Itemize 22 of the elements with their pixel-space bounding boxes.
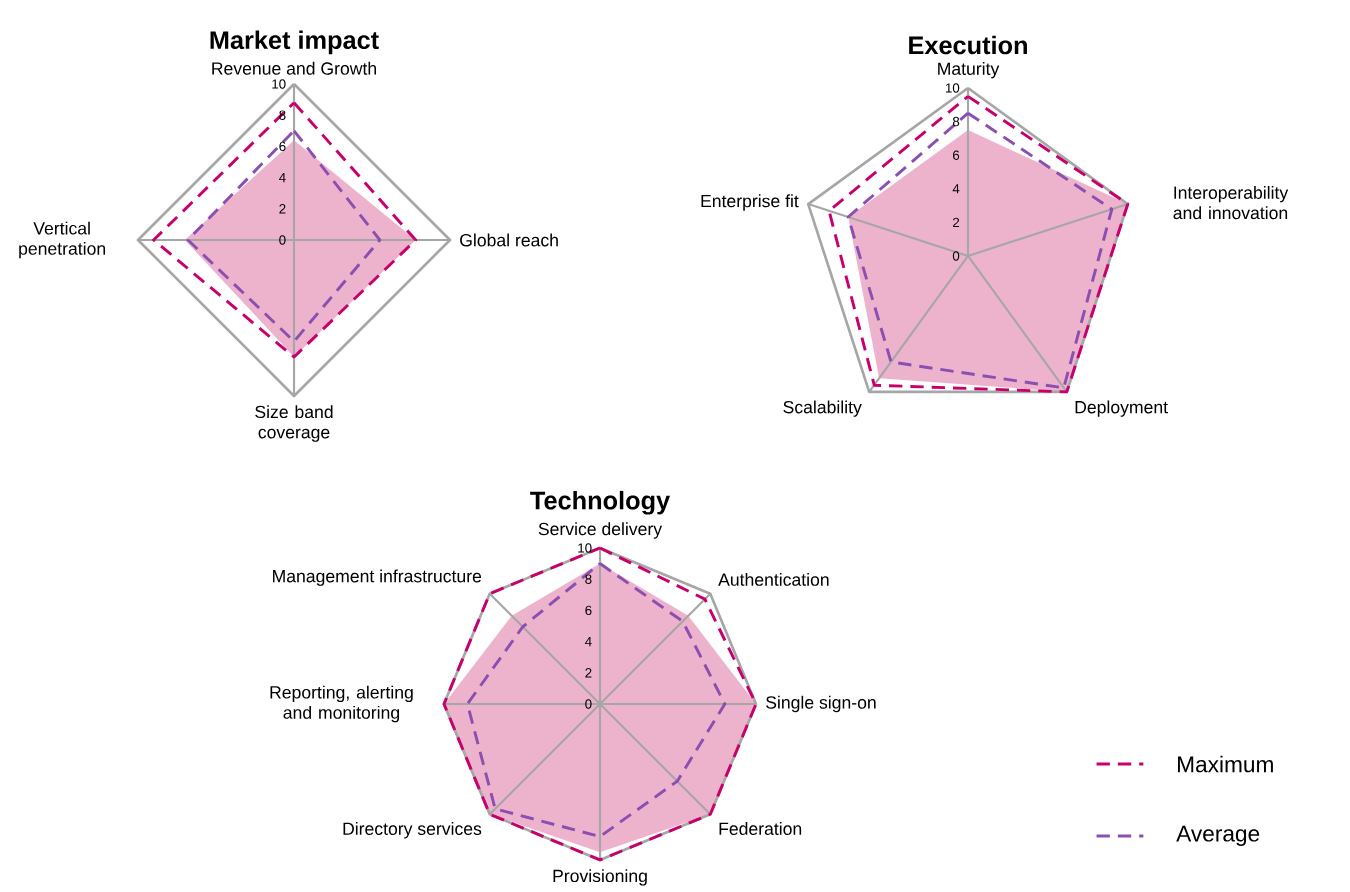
spoke-label: Scalability [783,400,862,417]
spoke-label: Management infrastructure [273,569,482,586]
spoke-label: Single sign-on [766,695,876,713]
spoke-label: Provisioning [553,869,647,886]
spoke-label: Directory services [343,822,482,839]
spoke-label: Federation [719,822,802,835]
spoke-label: Deployment [1075,400,1168,417]
spoke-label: Size band coverage [255,405,333,442]
legend-label: Average [1176,825,1260,847]
spoke-label: Authentication [718,572,829,586]
legend-label: Maximum [1178,755,1273,773]
spoke-label: Maturity [938,62,1000,79]
spoke-label: Service delivery [538,522,663,539]
spoke-label: Global reach [460,233,558,247]
spoke-label: Reporting, alerting and monitoring [270,685,413,723]
chart-title: Execution [909,35,1027,55]
spoke-label: Interoperability and innovation [1173,185,1289,220]
spoke-label: Revenue and Growth [212,61,376,75]
chart-title: Technology [530,490,671,515]
spoke-label: Enterprise fit [701,194,799,211]
spoke-label: Vertical penetration [19,221,106,259]
chart-title: Market impact [210,30,379,55]
